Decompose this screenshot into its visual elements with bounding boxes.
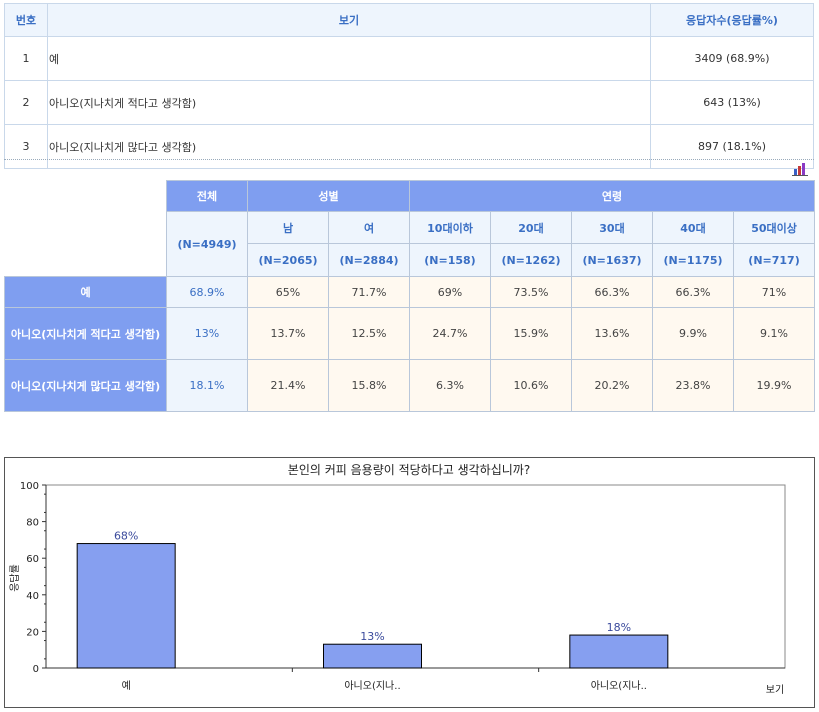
cell-value: 13.6%: [571, 307, 653, 360]
cell-value: 65%: [247, 276, 329, 308]
cell-value: 10.6%: [490, 359, 572, 412]
column-label: 10대이하: [409, 211, 491, 244]
y-tick-label: 0: [33, 664, 39, 675]
row-label: 예: [4, 276, 167, 308]
column-n: (N=158): [409, 243, 491, 277]
row-count: 3409 (68.9%): [650, 36, 814, 81]
column-n: (N=1262): [490, 243, 572, 277]
bar: [569, 634, 669, 669]
row-option: 아니오(지나치게 많다고 생각함): [47, 124, 651, 169]
cross-column-row: (N=4949) 남 여 10대이하 20대 30대 40대 50대이상: [5, 211, 816, 277]
cell-value: 71%: [732, 276, 816, 308]
table-row: 예 68.9% 65% 71.7% 69% 73.5% 66.3% 66.3% …: [4, 276, 816, 308]
row-no: 1: [4, 36, 48, 81]
total-header: 전체: [166, 180, 248, 212]
y-tick-label: 60: [26, 554, 39, 565]
row-label: 아니오(지나치게 많다고 생각함): [4, 359, 167, 412]
row-label: 아니오(지나치게 적다고 생각함): [4, 307, 167, 360]
cell-value: 13.7%: [247, 307, 329, 360]
bar: [323, 643, 422, 669]
bar: [76, 543, 176, 669]
total-value: 18.1%: [166, 359, 248, 412]
data-label: 13%: [360, 630, 384, 643]
column-n: (N=717): [732, 243, 816, 277]
y-tick-label: 40: [26, 591, 39, 602]
column-n: (N=1637): [571, 243, 653, 277]
table-row: 아니오(지나치게 많다고 생각함) 18.1% 21.4% 15.8% 6.3%…: [4, 359, 816, 412]
total-n: (N=4949): [166, 211, 248, 277]
cell-value: 15.9%: [490, 307, 572, 360]
summary-table: 번호 보기 응답자수(응답률%) 1 예 3409 (68.9%) 2 아니오(…: [4, 3, 814, 169]
row-no: 2: [4, 80, 48, 125]
cell-value: 20.2%: [571, 359, 653, 412]
cross-table: 전체 성별 연령 (N=4949) 남 여 10대이하 20대 30대 40대 …: [4, 180, 816, 412]
row-count: 897 (18.1%): [650, 124, 814, 169]
cross-group-row: 전체 성별 연령: [4, 180, 816, 277]
table-row: 3 아니오(지나치게 많다고 생각함) 897 (18.1%): [4, 124, 814, 169]
column-n: (N=1175): [652, 243, 734, 277]
cell-value: 66.3%: [652, 276, 734, 308]
column-n: (N=2065): [247, 243, 329, 277]
column-label: 남: [247, 211, 329, 244]
cell-value: 24.7%: [409, 307, 491, 360]
plot-area: 0 20 40 60 80 100 68% 예 13% 아니오(지나.. 18% 아니오(지나..: [20, 481, 786, 692]
y-tick-label: 80: [26, 518, 39, 529]
column-label: 30대: [571, 211, 653, 244]
summary-header-row: 번호 보기 응답자수(응답률%): [4, 3, 814, 37]
column-label: 20대: [490, 211, 572, 244]
cross-n-row: (N=2065) (N=2884) (N=158) (N=1262) (N=16…: [5, 243, 816, 277]
table-row: 아니오(지나치게 적다고 생각함) 13% 13.7% 12.5% 24.7% …: [4, 307, 816, 360]
y-axis-label: 응답률: [9, 564, 21, 592]
bar-chart-icon[interactable]: [792, 162, 808, 176]
cell-value: 12.5%: [328, 307, 410, 360]
data-label: 18%: [607, 621, 631, 634]
row-option: 아니오(지나치게 적다고 생각함): [47, 80, 651, 125]
total-value: 13%: [166, 307, 248, 360]
x-tick-label: 아니오(지나..: [344, 680, 400, 692]
bar-chart: 본인의 커피 음용량이 적당하다고 생각하십니까? 응답률 보기 0 20 40 60…: [9, 463, 786, 696]
corner-cell: [4, 180, 167, 277]
cell-value: 69%: [409, 276, 491, 308]
cell-value: 23.8%: [652, 359, 734, 412]
table-row: 1 예 3409 (68.9%): [4, 36, 814, 81]
header-option: 보기: [47, 3, 651, 37]
x-axis-label: 보기: [766, 684, 784, 696]
cell-value: 19.9%: [732, 359, 816, 412]
cell-value: 66.3%: [571, 276, 653, 308]
cell-value: 15.8%: [328, 359, 410, 412]
table-row: 2 아니오(지나치게 적다고 생각함) 643 (13%): [4, 80, 814, 125]
y-tick-label: 20: [26, 627, 39, 638]
chart-panel: 본인의 커피 음용량이 적당하다고 생각하십니까? 응답률 보기 0 20 40 60…: [4, 457, 815, 708]
column-label: 50대이상: [732, 211, 816, 244]
row-no: 3: [4, 124, 48, 169]
cell-value: 9.1%: [732, 307, 816, 360]
column-label: 40대: [652, 211, 734, 244]
row-count: 643 (13%): [650, 80, 814, 125]
cell-value: 6.3%: [409, 359, 491, 412]
row-option: 예: [47, 36, 651, 81]
cell-value: 9.9%: [652, 307, 734, 360]
x-tick-label: 예: [122, 680, 131, 692]
group-gender: 성별: [247, 180, 410, 212]
cell-value: 73.5%: [490, 276, 572, 308]
header-no: 번호: [4, 3, 48, 37]
cell-value: 71.7%: [328, 276, 410, 308]
column-n: (N=2884): [328, 243, 410, 277]
x-tick-label: 아니오(지나..: [591, 680, 647, 692]
chart-title: 본인의 커피 음용량이 적당하다고 생각하십니까?: [288, 463, 530, 477]
group-age: 연령: [408, 180, 816, 212]
data-label: 68%: [114, 530, 138, 543]
header-count: 응답자수(응답률%): [650, 3, 814, 37]
cell-value: 21.4%: [247, 359, 329, 412]
column-label: 여: [328, 211, 410, 244]
total-value: 68.9%: [166, 276, 248, 308]
dotted-divider: [4, 159, 814, 160]
y-tick-label: 100: [20, 481, 39, 492]
